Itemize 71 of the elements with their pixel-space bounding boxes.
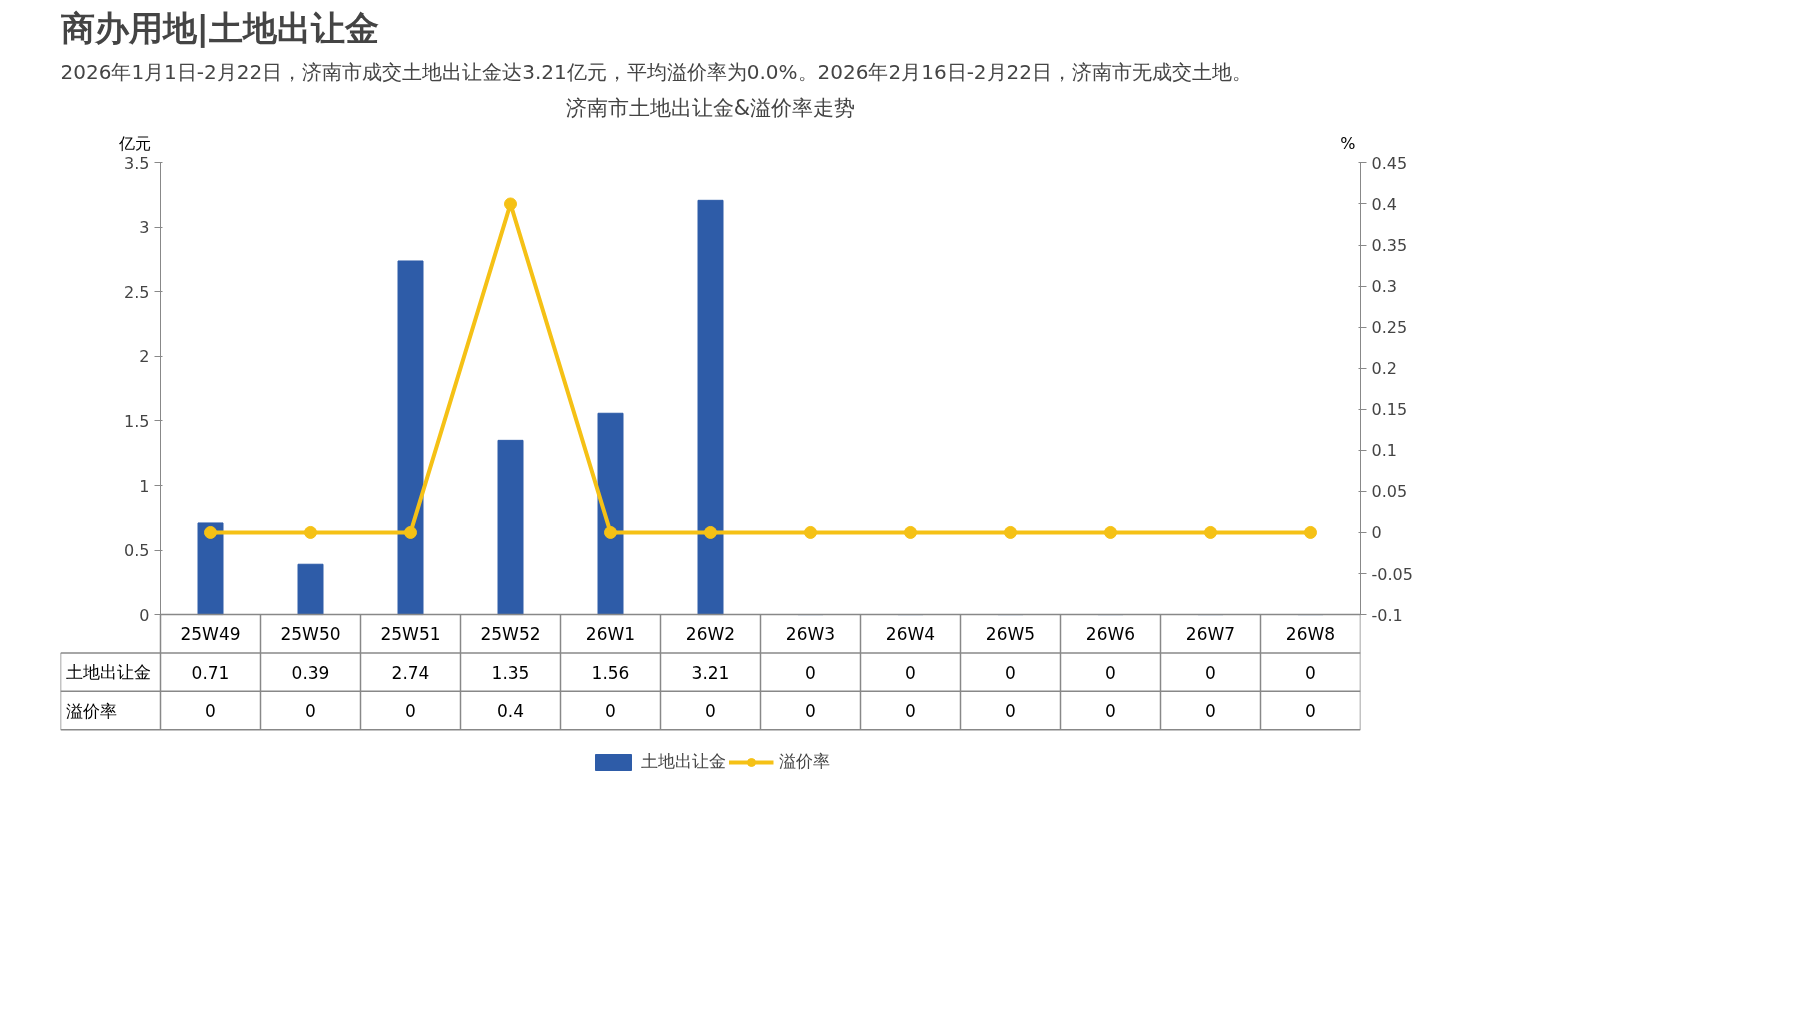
data-label: 0	[405, 701, 416, 722]
y2-tick-label: -0.05	[1371, 564, 1413, 584]
x-tick-label: 26W2	[685, 623, 736, 644]
text: 溢价率	[65, 700, 117, 721]
y-tick-label: 0	[139, 605, 150, 625]
data-label: 0	[1005, 701, 1016, 722]
y-tick-label: 1.5	[124, 412, 150, 431]
x-tick-label: 26W1	[585, 623, 636, 644]
x-tick-label: 25W51	[380, 623, 441, 644]
x-tick-label: 25W50	[280, 623, 341, 644]
data-label: 0	[1305, 662, 1316, 683]
y2-tick-label: 0.35	[1371, 236, 1408, 256]
data-label: 1.35	[491, 662, 530, 683]
y-tick-label: 1	[139, 476, 150, 496]
bar	[497, 439, 524, 616]
data-label: 0	[705, 701, 716, 722]
y2-tick-label: 0	[1371, 523, 1382, 543]
y2-tick-label: -0.1	[1371, 605, 1403, 625]
data-label: 0	[205, 701, 216, 722]
x-tick-label: 26W7	[1185, 623, 1236, 644]
data-label: 0.39	[291, 662, 330, 683]
data-label: 3.21	[691, 662, 730, 683]
data-label: 0	[1105, 662, 1116, 683]
y-tick-label: 3	[139, 218, 150, 238]
x-tick-label: 26W6	[1085, 623, 1136, 644]
legend-label: 土地出让金	[640, 750, 726, 773]
data-label: 0	[1205, 662, 1216, 683]
y2-tick-label: 0.3	[1371, 277, 1397, 297]
text: 济南市土地出让金&溢价率走势	[565, 95, 856, 120]
data-label: 0	[805, 662, 816, 683]
y2-tick-label: 0.2	[1371, 359, 1397, 379]
data-label: 0	[1005, 662, 1016, 683]
text: 土地出让金	[65, 662, 151, 683]
bar	[297, 563, 324, 616]
data-label: 2.74	[391, 662, 430, 683]
y2-tick-label: 0.4	[1371, 194, 1397, 214]
data-label: 1.56	[591, 662, 630, 683]
x-tick-label: 26W3	[785, 623, 836, 644]
data-label: 0.71	[191, 662, 230, 683]
y2-tick-label: 0.45	[1371, 153, 1408, 173]
y-tick-label: 2	[139, 347, 150, 367]
data-label: 0	[1305, 701, 1316, 722]
data-label: 0	[305, 701, 316, 722]
y-tick-label: 0.5	[124, 541, 150, 561]
data-label: 0	[805, 701, 816, 722]
data-label: 0.4	[496, 701, 525, 722]
bar	[697, 199, 724, 616]
x-tick-label: 25W52	[480, 623, 541, 644]
y2-axis-title: %	[1340, 134, 1356, 154]
y-tick-label: 3.5	[124, 153, 150, 173]
chart-title: 商办用地|土地出让金	[60, 7, 379, 48]
chart-subtitle: 2026年1月1日-2月22日，济南市成交土地出让金达3.21亿元，平均溢价率为0.0%。2026年2月16日-2月22日，济南市无成交土地。	[60, 59, 1253, 84]
data-label: 0	[1205, 701, 1216, 722]
legend-label: 溢价率	[778, 750, 830, 773]
y2-tick-label: 0.05	[1371, 482, 1408, 502]
data-label: 0	[1105, 701, 1116, 722]
data-label: 0	[905, 662, 916, 683]
bar	[197, 522, 224, 616]
x-tick-label: 26W4	[885, 623, 936, 644]
x-tick-label: 26W8	[1285, 623, 1336, 644]
x-tick-label: 26W5	[985, 623, 1036, 644]
data-label: 0	[605, 701, 616, 722]
y2-tick-label: 0.1	[1371, 441, 1397, 461]
y2-tick-label: 0.15	[1371, 400, 1408, 420]
y-tick-label: 2.5	[124, 282, 150, 302]
data-label: 0	[905, 701, 916, 722]
x-tick-label: 25W49	[180, 623, 241, 644]
bar	[397, 260, 424, 616]
bar	[597, 412, 624, 616]
y-axis-title: 亿元	[117, 134, 151, 154]
y2-tick-label: 0.25	[1371, 318, 1408, 338]
